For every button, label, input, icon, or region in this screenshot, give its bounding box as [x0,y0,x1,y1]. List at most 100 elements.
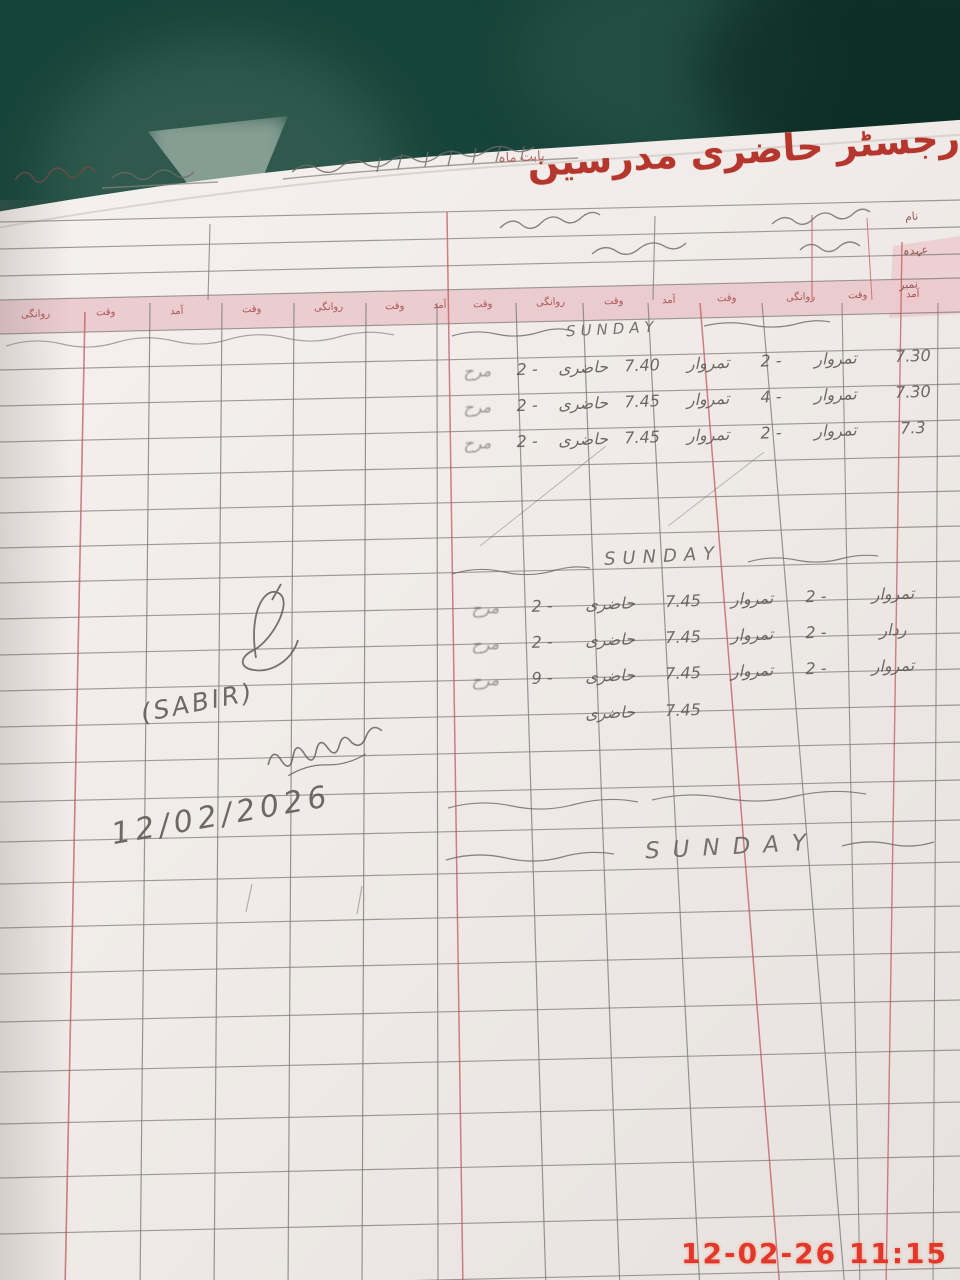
v-rule [436,302,439,1280]
band-label-6: روانگی [535,296,566,309]
entry-cell: 7.45 [664,662,702,683]
entry-cell: حاضری [584,592,636,614]
entry-cell: - 2 [805,658,827,678]
side-label-0: نام [904,209,919,224]
h-rule [0,1211,960,1235]
v-rule [213,302,223,1280]
h-rule [411,1267,960,1280]
h-rule [0,1101,960,1125]
entry-cell [798,704,834,705]
entry-cell: 7.30 [894,345,931,366]
entry-cell: مرح [470,597,500,618]
entry-cell: - 2 [760,422,782,443]
entry-cell: - 2 [516,358,538,379]
entry-cell: - 2 [531,595,553,616]
v-rule [841,302,861,1280]
h-rule [0,999,960,1023]
entry-cell: - 2 [531,631,553,652]
band-label-8: آمد [432,299,447,311]
h-rule [0,226,960,250]
entry-cell: مرح [462,360,492,381]
v-rule [446,211,464,1280]
entry-cell: تمروار [813,347,857,369]
entry-cell [524,714,560,715]
entry-cell: تمروار [730,587,774,609]
h-rule [0,253,960,277]
entry-cell: مرح [470,669,500,690]
entry-cell: - 2 [760,350,782,371]
header-band-pink [0,278,960,334]
v-rule [64,311,86,1280]
entry-cell [446,715,524,718]
entry-cell: تمروار [686,424,730,445]
h-rule [0,861,960,885]
h-rule [0,632,960,656]
entry-cell: تمروار [730,659,774,681]
entry-cell: 7.45 [664,626,702,647]
h-rule [0,455,960,479]
v-rule [515,302,547,1280]
side-label-2: نمبر [898,277,919,292]
band-label-14: روانگی [20,308,51,321]
entry-cell: - 2 [805,586,827,606]
entry-cell: تمروار [730,623,774,645]
page-left-shadow [0,200,70,1280]
grid-lines [0,199,960,1280]
entry-cell: - 2 [516,430,538,451]
under-page-edge [0,133,960,229]
band-label-9: وقت [384,300,405,313]
h-rule [0,277,960,301]
v-rule [287,302,295,1280]
entry-cell: 7.45 [623,426,661,447]
band-label-3: وقت [716,292,737,305]
v-rule [652,215,656,301]
entry-cell: مرح [462,396,492,417]
pencil-scribbles [5,145,935,915]
h-rule [0,490,960,514]
entry-cell: حاضری [557,356,609,378]
side-label-1: عہدہ [902,243,929,258]
band-label-5: وقت [603,295,624,308]
entry-cell: 7.45 [664,699,702,720]
signature-flourish [241,583,299,672]
title-underline [101,157,579,189]
entry-cell: 7.45 [623,390,661,411]
entry-cell: مرح [470,633,500,654]
entry-cell: مرح [462,432,492,453]
entry-cell [834,700,952,704]
paper-sheet [0,119,960,1280]
entry-cell: - 9 [531,667,553,688]
band-label-10: روانگی [313,301,344,314]
h-rule [0,779,960,803]
entry-cell [706,706,798,709]
entry-cell: تمروار [686,352,730,373]
band-label-2: روانگی [785,291,816,304]
h-rule [0,819,960,843]
entry-cell: تمروار [686,388,730,409]
entry-cell: حاضری [557,392,609,414]
h-rule [0,951,960,975]
entry-cell: حاضری [584,664,636,686]
entry-cell: تمروار [871,654,915,676]
v-rule [582,302,621,1280]
h-rule [0,905,960,929]
h-rule [0,596,960,620]
v-rule [699,302,780,1280]
side-column-pink [889,236,960,318]
entry-cell: - 4 [760,386,782,407]
entry-cell: تمروار [813,419,857,441]
camera-timestamp: 12-02-26 11:15 [680,1237,948,1270]
band-label-11: وقت [241,303,262,316]
entry-cell: 7.45 [664,590,702,611]
v-rule [361,302,367,1280]
entry-cell: تمروار [813,383,857,405]
title-note: بابت ماہ [497,148,546,167]
band-label-4: آمد [661,294,676,306]
h-rule [0,347,960,371]
entry-cell: حاضری [584,701,636,723]
h-rule [0,311,960,335]
entry-cell: - 2 [805,622,827,642]
h-rule [0,1049,960,1073]
v-rule [207,223,211,301]
